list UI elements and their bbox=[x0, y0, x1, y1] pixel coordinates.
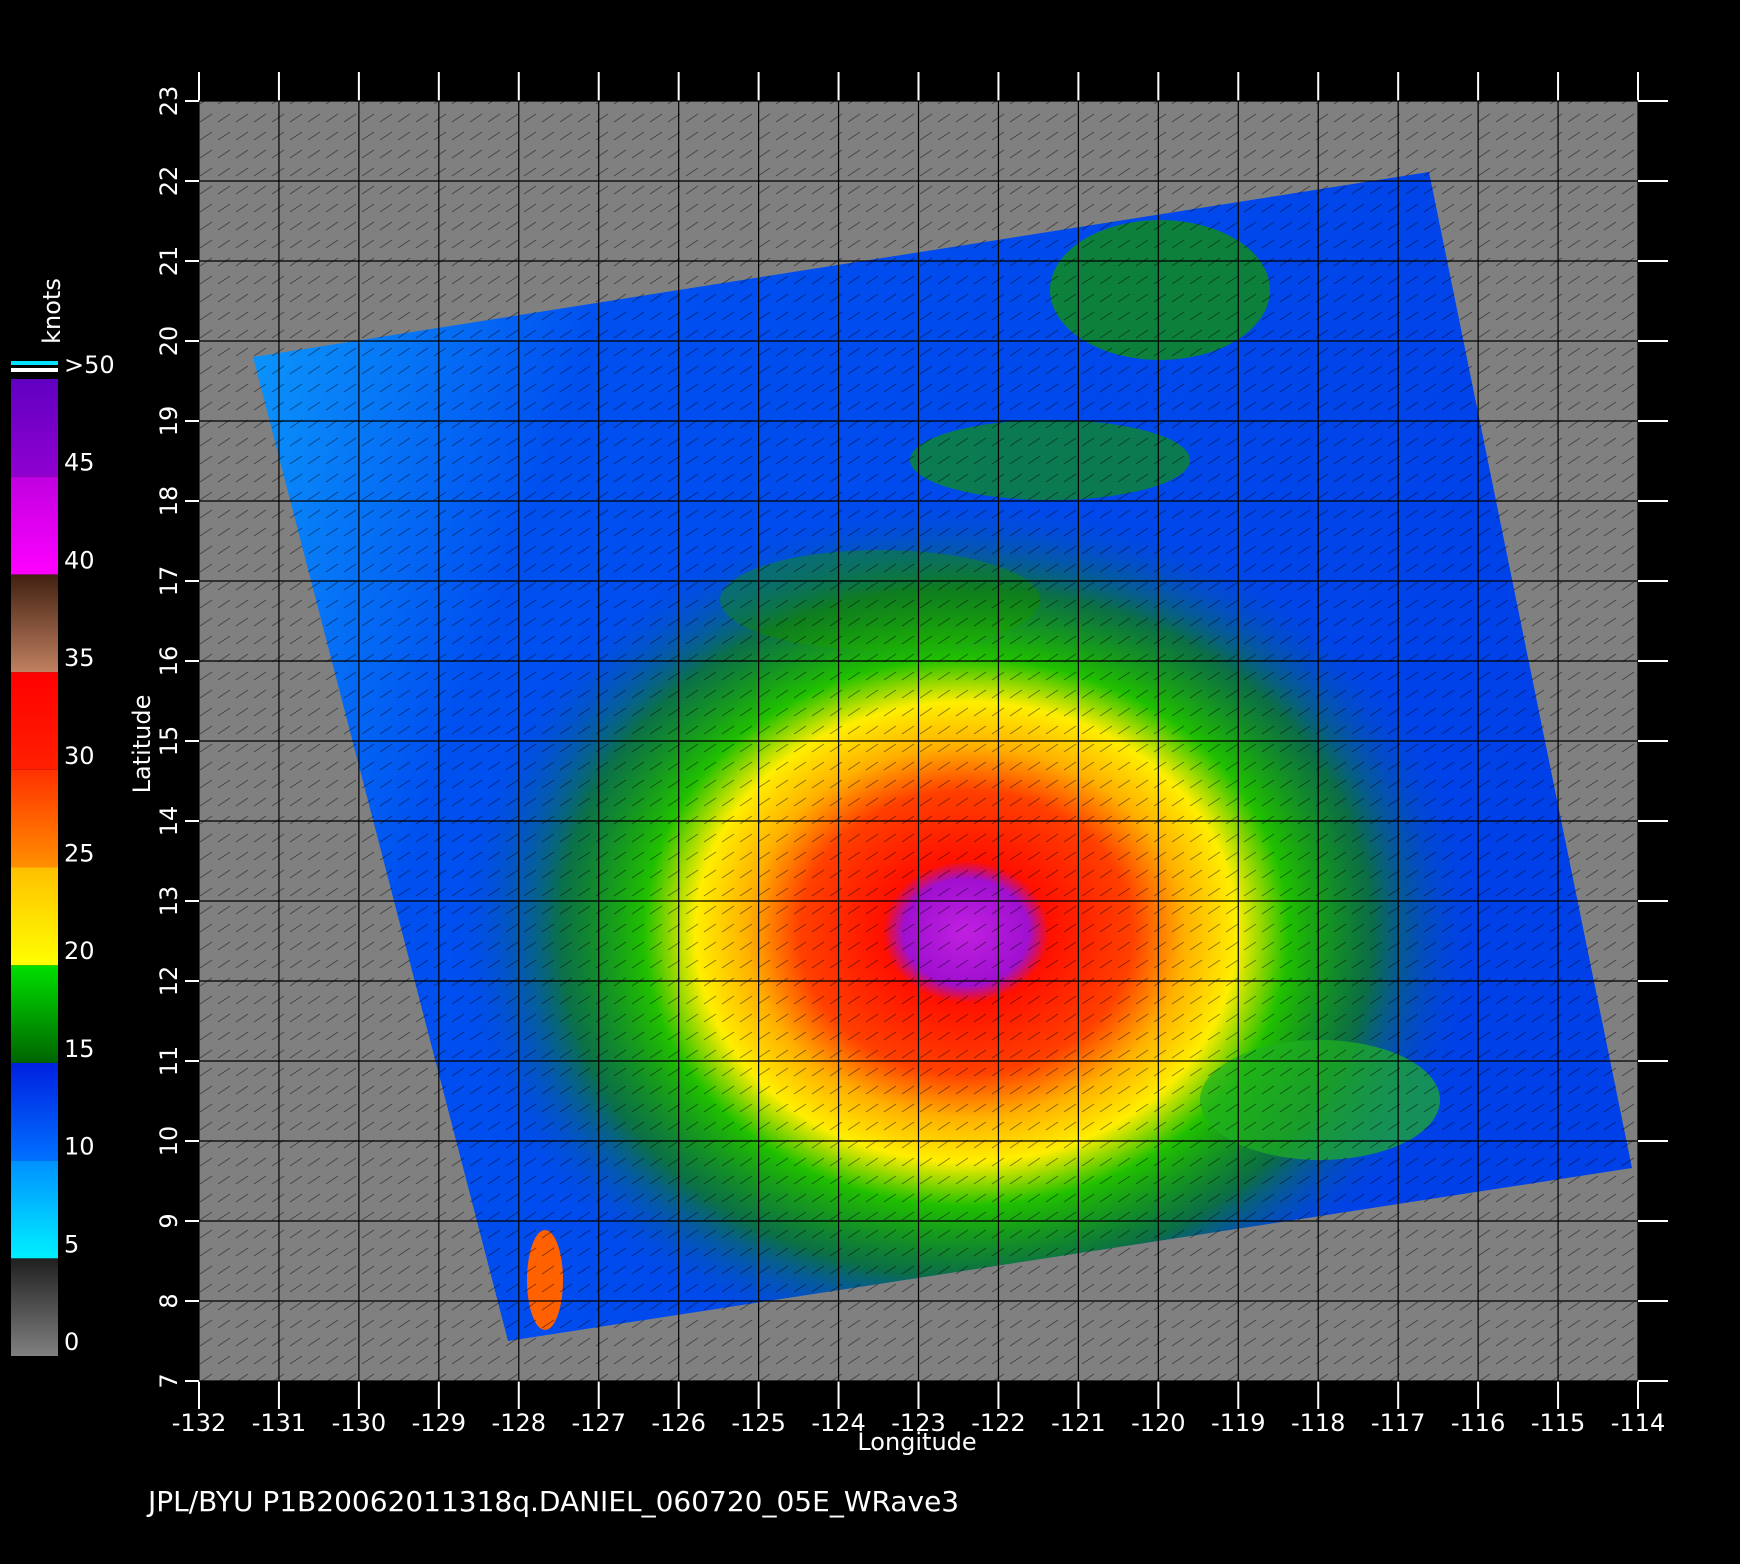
y-tick-label: 12 bbox=[155, 966, 183, 997]
colorbar-tick-label: >50 bbox=[64, 351, 115, 379]
colorbar-tick-label: 20 bbox=[64, 937, 95, 965]
y-tick-label: 14 bbox=[155, 806, 183, 837]
colorbar-tick-label: 35 bbox=[64, 644, 95, 672]
colorbar-segment bbox=[11, 476, 58, 575]
y-tick-label: 18 bbox=[155, 486, 183, 517]
footer: JPL/BYU P1B20062011318q.DANIEL_060720_05… bbox=[146, 1485, 959, 1518]
x-axis-label: Longitude bbox=[857, 1428, 976, 1456]
colorbar-segment bbox=[11, 1258, 58, 1356]
colorbar-tick-label: 40 bbox=[64, 546, 95, 574]
x-tick-label: -129 bbox=[412, 1409, 466, 1437]
x-tick-label: -127 bbox=[571, 1409, 625, 1437]
x-tick-label: -126 bbox=[651, 1409, 705, 1437]
x-tick-label: -125 bbox=[731, 1409, 785, 1437]
x-tick-label: -128 bbox=[492, 1409, 546, 1437]
colorbar-cap bbox=[11, 361, 58, 365]
y-tick-label: 21 bbox=[155, 246, 183, 277]
y-tick-label: 7 bbox=[155, 1373, 183, 1388]
colorbar-tick-label: 15 bbox=[64, 1035, 95, 1063]
x-tick-label: -131 bbox=[252, 1409, 306, 1437]
y-tick-label: 9 bbox=[155, 1213, 183, 1228]
colorbar-tick-label: 30 bbox=[64, 742, 95, 770]
y-tick-label: 16 bbox=[155, 646, 183, 677]
y-tick-label: 8 bbox=[155, 1293, 183, 1308]
colorbar-tick-label: 25 bbox=[64, 840, 95, 868]
colorbar-tick-label: 10 bbox=[64, 1133, 95, 1161]
y-tick-label: 10 bbox=[155, 1126, 183, 1157]
x-tick-label: -121 bbox=[1051, 1409, 1105, 1437]
y-tick-label: 13 bbox=[155, 886, 183, 917]
x-tick-label: -119 bbox=[1211, 1409, 1265, 1437]
y-tick-label: 19 bbox=[155, 406, 183, 437]
colorbar-segment bbox=[11, 1160, 58, 1259]
wind-barbs bbox=[253, 172, 1632, 1341]
colorbar-tick-label: 5 bbox=[64, 1230, 79, 1258]
x-tick-label: -123 bbox=[891, 1409, 945, 1437]
x-tick-label: -114 bbox=[1611, 1409, 1665, 1437]
x-tick-label: -120 bbox=[1131, 1409, 1185, 1437]
colorbar-segment bbox=[11, 769, 58, 868]
swath bbox=[253, 172, 1632, 1341]
y-tick-label: 17 bbox=[155, 566, 183, 597]
colorbar-title: knots bbox=[38, 278, 66, 344]
x-tick-label: -130 bbox=[332, 1409, 386, 1437]
colorbar-segment bbox=[11, 574, 58, 673]
y-tick-label: 15 bbox=[155, 726, 183, 757]
colorbar-tick-label: 45 bbox=[64, 449, 95, 477]
colorbar-segment bbox=[11, 867, 58, 966]
x-tick-label: -116 bbox=[1451, 1409, 1505, 1437]
colorbar-cap bbox=[11, 368, 58, 372]
colorbar-segment bbox=[11, 379, 58, 477]
colorbar-segment bbox=[11, 1062, 58, 1161]
y-tick-label: 22 bbox=[155, 166, 183, 197]
x-tick-label: -117 bbox=[1371, 1409, 1425, 1437]
y-tick-label: 23 bbox=[155, 86, 183, 117]
y-tick-label: 11 bbox=[155, 1046, 183, 1077]
x-tick-label: -115 bbox=[1531, 1409, 1585, 1437]
y-axis-label: Latitude bbox=[128, 695, 156, 794]
x-tick-label: -132 bbox=[172, 1409, 226, 1437]
x-tick-label: -118 bbox=[1291, 1409, 1345, 1437]
x-tick-label: -124 bbox=[811, 1409, 865, 1437]
colorbar-segment bbox=[11, 965, 58, 1063]
x-tick-label: -122 bbox=[971, 1409, 1025, 1437]
y-tick-label: 20 bbox=[155, 326, 183, 357]
colorbar-segment bbox=[11, 672, 58, 770]
colorbar-tick-label: 0 bbox=[64, 1328, 79, 1356]
